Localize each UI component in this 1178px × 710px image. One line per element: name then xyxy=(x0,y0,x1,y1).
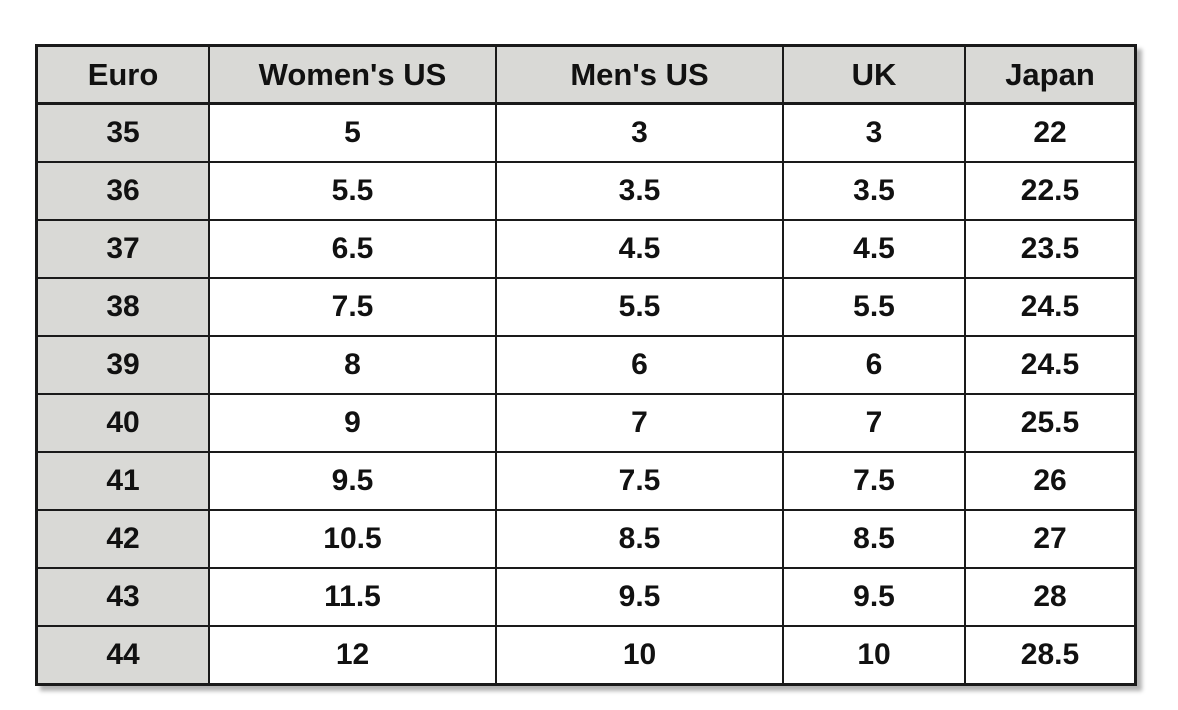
size-cell: 9 xyxy=(208,393,497,453)
size-cell: 10.5 xyxy=(208,509,497,569)
size-cell: 7.5 xyxy=(495,451,784,511)
column-header-mens_us: Men's US xyxy=(495,44,784,105)
table-row: 44 12 10 10 28.5 xyxy=(35,625,1137,686)
table-row: 40 9 7 7 25.5 xyxy=(35,393,1137,453)
column-header-womens_us: Women's US xyxy=(208,44,497,105)
table-row: 42 10.5 8.5 8.5 27 xyxy=(35,509,1137,569)
table-row: 38 7.5 5.5 5.5 24.5 xyxy=(35,277,1137,337)
row-header-euro-size: 36 xyxy=(35,161,210,221)
table-head: Euro Women's US Men's US UK Japan xyxy=(35,44,1137,105)
table-row: 37 6.5 4.5 4.5 23.5 xyxy=(35,219,1137,279)
size-cell: 24.5 xyxy=(964,335,1137,395)
size-cell: 25.5 xyxy=(964,393,1137,453)
size-cell: 9.5 xyxy=(495,567,784,627)
size-cell: 8.5 xyxy=(782,509,966,569)
table-row: 41 9.5 7.5 7.5 26 xyxy=(35,451,1137,511)
size-cell: 10 xyxy=(495,625,784,686)
size-cell: 3.5 xyxy=(782,161,966,221)
header-row: Euro Women's US Men's US UK Japan xyxy=(35,44,1137,105)
row-header-euro-size: 35 xyxy=(35,102,210,163)
size-cell: 27 xyxy=(964,509,1137,569)
size-cell: 3 xyxy=(782,102,966,163)
size-cell: 3 xyxy=(495,102,784,163)
size-cell: 23.5 xyxy=(964,219,1137,279)
size-cell: 4.5 xyxy=(495,219,784,279)
size-cell: 8.5 xyxy=(495,509,784,569)
column-header-japan: Japan xyxy=(964,44,1137,105)
row-header-euro-size: 42 xyxy=(35,509,210,569)
size-cell: 5.5 xyxy=(782,277,966,337)
size-cell: 5 xyxy=(208,102,497,163)
size-cell: 8 xyxy=(208,335,497,395)
row-header-euro-size: 40 xyxy=(35,393,210,453)
size-cell: 24.5 xyxy=(964,277,1137,337)
table-row: 36 5.5 3.5 3.5 22.5 xyxy=(35,161,1137,221)
size-cell: 10 xyxy=(782,625,966,686)
size-cell: 22 xyxy=(964,102,1137,163)
row-header-euro-size: 39 xyxy=(35,335,210,395)
table-row: 39 8 6 6 24.5 xyxy=(35,335,1137,395)
size-cell: 4.5 xyxy=(782,219,966,279)
size-cell: 11.5 xyxy=(208,567,497,627)
column-header-euro: Euro xyxy=(35,44,210,105)
size-cell: 7.5 xyxy=(782,451,966,511)
size-cell: 3.5 xyxy=(495,161,784,221)
table-row: 35 5 3 3 22 xyxy=(35,102,1137,163)
size-cell: 6 xyxy=(782,335,966,395)
row-header-euro-size: 38 xyxy=(35,277,210,337)
size-cell: 26 xyxy=(964,451,1137,511)
size-cell: 28.5 xyxy=(964,625,1137,686)
row-header-euro-size: 41 xyxy=(35,451,210,511)
size-cell: 7 xyxy=(782,393,966,453)
row-header-euro-size: 44 xyxy=(35,625,210,686)
size-cell: 5.5 xyxy=(208,161,497,221)
shoe-size-conversion-table: Euro Women's US Men's US UK Japan 35 5 3 3 22 36 5… xyxy=(35,44,1137,686)
size-cell: 12 xyxy=(208,625,497,686)
size-cell: 7.5 xyxy=(208,277,497,337)
size-cell: 6.5 xyxy=(208,219,497,279)
size-cell: 22.5 xyxy=(964,161,1137,221)
size-cell: 5.5 xyxy=(495,277,784,337)
size-cell: 9.5 xyxy=(782,567,966,627)
table-row: 43 11.5 9.5 9.5 28 xyxy=(35,567,1137,627)
row-header-euro-size: 37 xyxy=(35,219,210,279)
size-cell: 6 xyxy=(495,335,784,395)
size-cell: 28 xyxy=(964,567,1137,627)
size-cell: 7 xyxy=(495,393,784,453)
row-header-euro-size: 43 xyxy=(35,567,210,627)
table-body: 35 5 3 3 22 36 5.5 3.5 3.5 22.5 37 6.5 4.5 4.5 23.5 38 7… xyxy=(35,102,1137,686)
column-header-uk: UK xyxy=(782,44,966,105)
size-cell: 9.5 xyxy=(208,451,497,511)
